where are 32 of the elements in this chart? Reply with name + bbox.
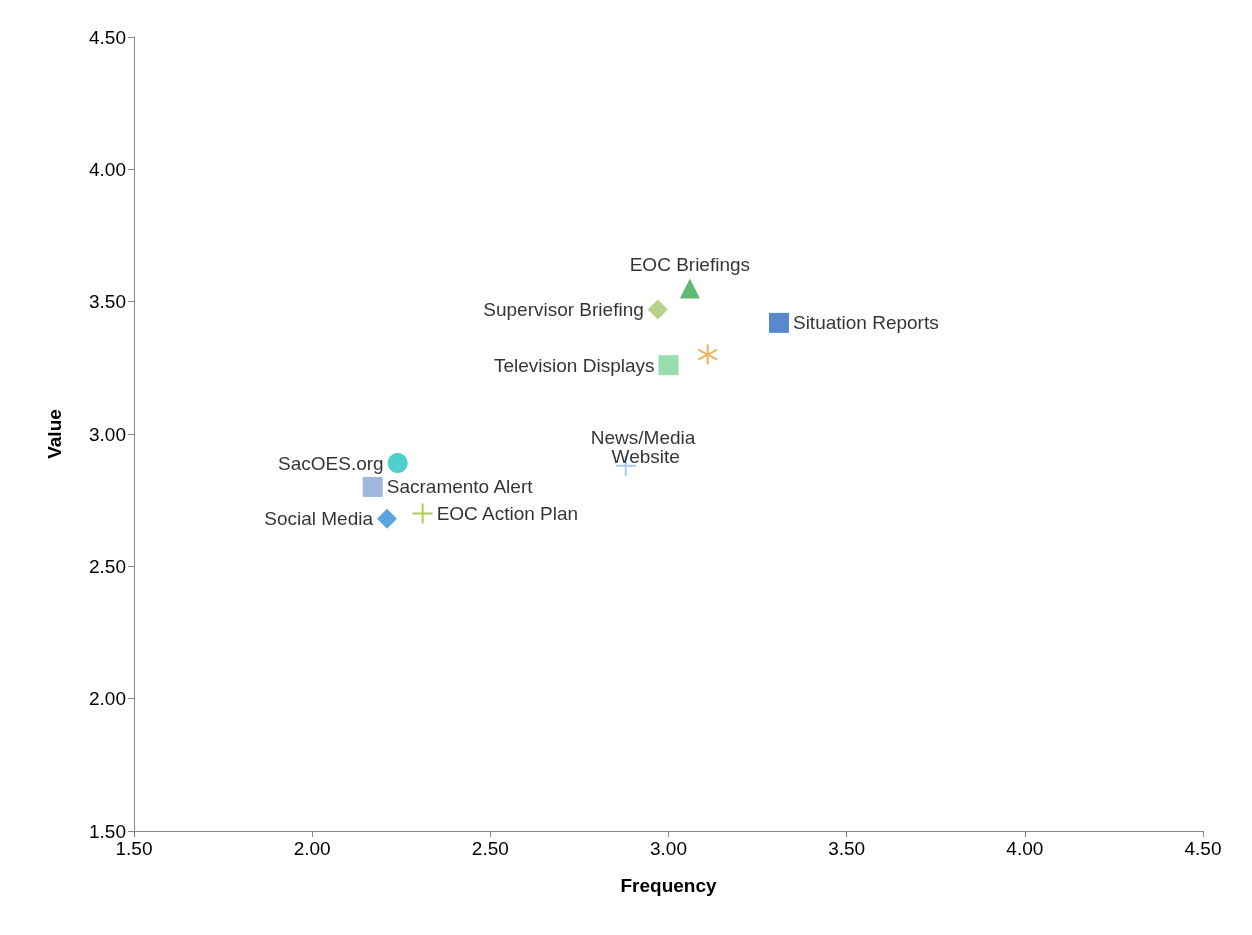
y-axis-title: Value: [44, 409, 65, 459]
y-tick-label: 3.50: [89, 291, 126, 313]
point: [647, 299, 668, 320]
y-tick-label: 4.00: [89, 158, 126, 180]
x-tick-label: 3.00: [650, 838, 687, 859]
series-label: SacOES.org: [278, 452, 384, 474]
x-tick-label: 3.50: [828, 838, 866, 859]
x-axis-title: Frequency: [620, 875, 717, 896]
point: [697, 344, 718, 365]
series-label: News/Media Website: [590, 426, 701, 467]
point: [679, 278, 700, 299]
x-tick-label: 2.50: [471, 838, 509, 859]
series-label: EOC Briefings: [629, 254, 751, 276]
x-tick-label: 4.00: [1006, 838, 1044, 859]
series-label: Situation Reports: [792, 312, 939, 334]
series-label: Television Displays: [493, 354, 655, 376]
x-tick-label: 4.50: [1184, 838, 1222, 859]
point: [768, 312, 789, 333]
point: [658, 355, 679, 376]
series-label: Supervisor Briefing: [483, 299, 644, 321]
y-tick-label: 2.50: [89, 555, 126, 577]
series-label: Sacramento Alert: [386, 476, 534, 498]
point: [412, 503, 433, 524]
x-tick-label: 2.00: [293, 838, 331, 859]
point: [377, 508, 397, 529]
point: [387, 453, 408, 474]
series-label: EOC Action Plan: [436, 502, 579, 524]
y-tick-label: 4.50: [89, 26, 126, 48]
y-tick-label: 3.00: [89, 423, 126, 445]
series-label: Social Media: [264, 508, 374, 530]
y-tick-label: 2.00: [89, 688, 126, 710]
point: [362, 476, 383, 497]
